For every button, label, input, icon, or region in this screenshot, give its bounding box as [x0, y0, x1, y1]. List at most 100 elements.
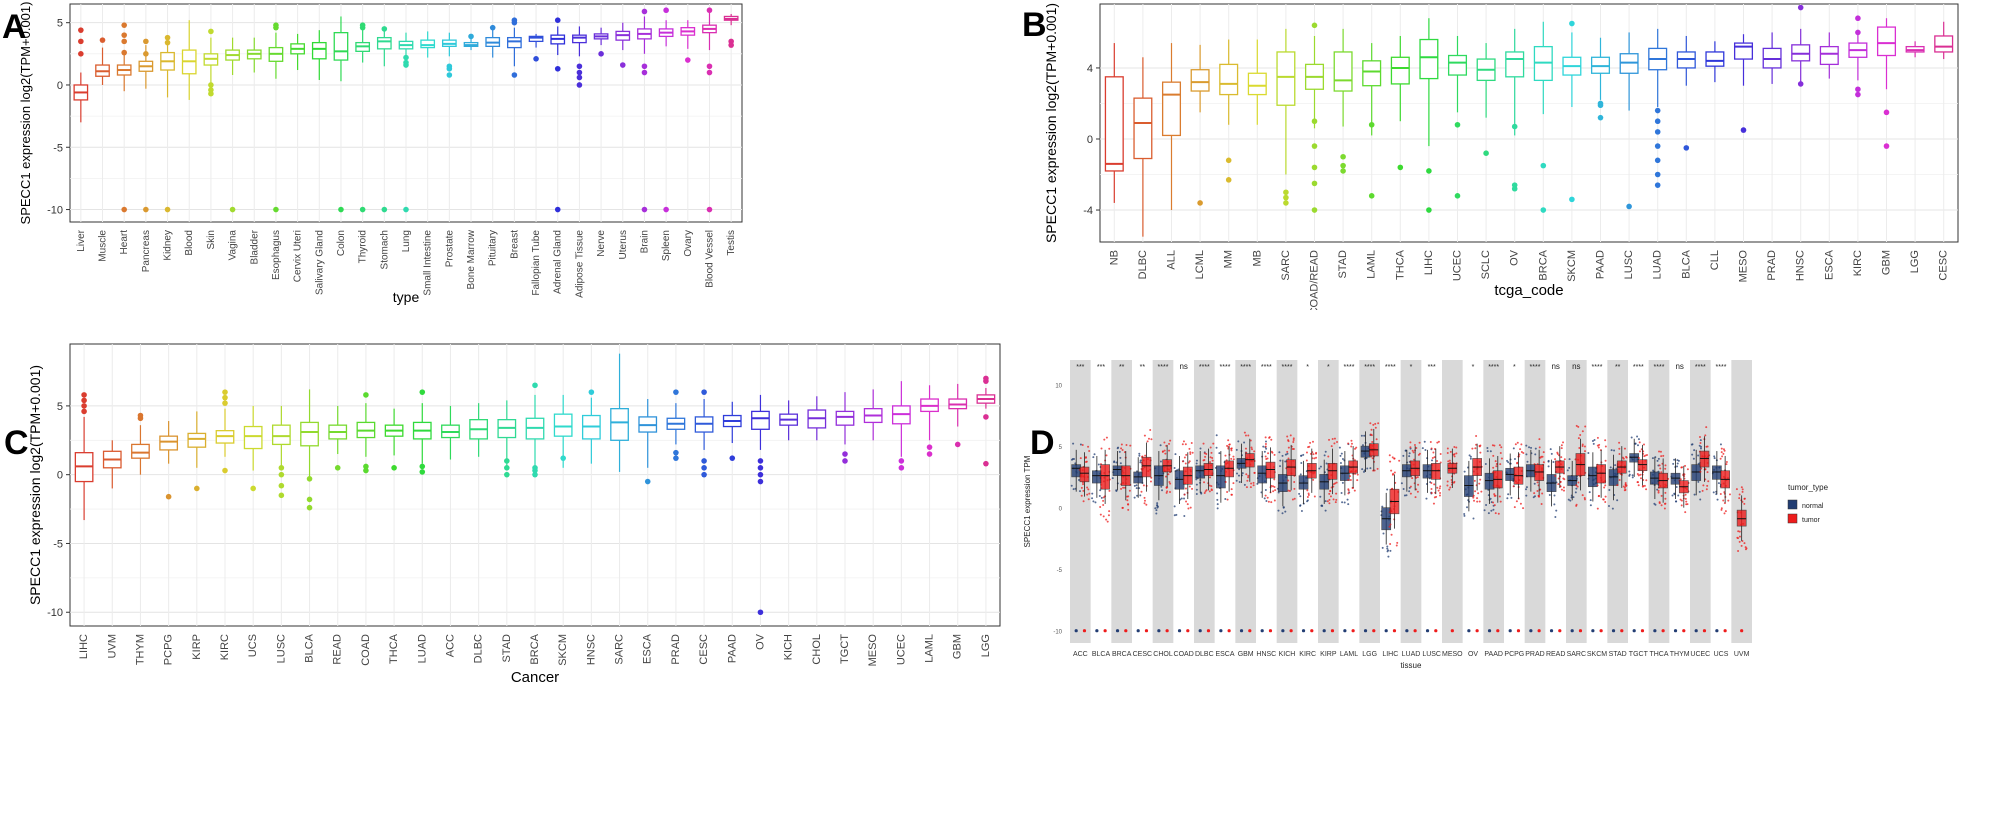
panel-b-xtick-label: UCEC: [1452, 250, 1464, 281]
box-outlier: [1855, 29, 1861, 36]
panel-d-point-tumor: [1307, 492, 1310, 495]
box-outlier: [381, 26, 388, 32]
panel-d-point-tumor: [1375, 438, 1378, 441]
panel-d-point-normal: [1302, 453, 1305, 456]
panel-b-box-brca: [1533, 21, 1553, 213]
panel-d-point-normal: [1300, 462, 1303, 465]
panel-d-point-tumor: [1371, 457, 1374, 460]
box-iqr: [187, 432, 207, 448]
panel-d-point-tumor: [1243, 431, 1246, 434]
panel-a-box-heart: [116, 22, 132, 213]
panel-d-point-tumor: [1604, 459, 1607, 462]
panel-d-box-tumor: [1327, 463, 1338, 480]
panel-d-point-tumor: [1738, 497, 1741, 500]
panel-c-box-thca: [384, 408, 404, 471]
panel-d-point-normal: [1549, 448, 1552, 451]
box-outlier: [532, 471, 538, 478]
box-outlier: [842, 458, 848, 464]
box-outlier: [1511, 185, 1518, 192]
panel-d-point-normal: [1402, 487, 1405, 490]
panel-d-point-tumor: [1252, 484, 1255, 487]
panel-d-floor-point-normal: [1425, 629, 1430, 633]
panel-d-point-normal: [1628, 473, 1631, 476]
panel-d-group-thym: [1670, 458, 1690, 633]
panel-d-xtick-label: UCEC: [1690, 651, 1710, 658]
box-outlier: [706, 69, 713, 76]
panel-c-xtick-label: LGG: [980, 634, 992, 657]
panel-d-xtick-label: THCA: [1649, 651, 1668, 658]
panel-b-xtick-label: THCA: [1394, 249, 1406, 280]
panel-c-xlabel: Cancer: [511, 669, 559, 686]
panel-c-xtick-label: UCS: [247, 634, 259, 657]
panel-d-point-tumor: [1497, 512, 1500, 515]
box-outlier: [926, 451, 933, 457]
panel-d-point-tumor: [1085, 460, 1088, 463]
box-outlier: [381, 206, 388, 213]
box-outlier: [533, 56, 539, 62]
panel-d-point-normal: [1592, 442, 1595, 445]
panel-d-group-brca: [1111, 443, 1132, 633]
panel-d-point-tumor: [1108, 447, 1111, 450]
panel-a-box-uterus: [615, 22, 631, 68]
panel-b-box-meso: [1733, 34, 1754, 133]
panel-d-point-tumor: [1447, 460, 1450, 463]
panel-d-point-tumor: [1575, 504, 1578, 507]
panel-d-point-tumor: [1618, 447, 1621, 450]
panel-d-point-tumor: [1202, 459, 1205, 462]
panel-d-point-normal: [1466, 506, 1469, 509]
panel-d-point-tumor: [1332, 498, 1335, 501]
panel-c-xtick-label: PRAD: [670, 634, 682, 665]
panel-d-floor-point-normal: [1095, 629, 1099, 633]
panel-a-box-muscle: [95, 37, 110, 85]
panel-a-ylabel: SPECC1 expression log2(TPM+0.001): [18, 2, 33, 225]
panel-d-point-tumor: [1327, 455, 1330, 458]
panel-d-point-normal: [1463, 514, 1466, 517]
panel-d-point-tumor: [1314, 452, 1317, 455]
panel-d-point-normal: [1611, 507, 1614, 510]
panel-d-group-cesc: [1133, 428, 1153, 633]
panel-d-group-stad: [1607, 441, 1628, 633]
panel-a-xtick-label: Uterus: [618, 230, 629, 259]
panel-d-point-normal: [1574, 491, 1577, 494]
panel-d-point-tumor: [1081, 443, 1084, 446]
panel-d-point-tumor: [1449, 450, 1452, 453]
panel-d-floor-point-tumor: [1124, 629, 1128, 633]
panel-c-xtick-label: UVM: [106, 634, 118, 658]
panel-d-point-tumor: [1226, 491, 1229, 494]
panel-d-point-normal: [1607, 505, 1610, 508]
panel-d-group-dlbc: [1195, 442, 1215, 633]
box-outlier: [1311, 180, 1318, 187]
box-outlier: [1540, 207, 1547, 213]
panel-c-box-paad: [722, 401, 742, 461]
panel-d-point-normal: [1489, 450, 1492, 453]
panel-d-xtick-label: GBM: [1238, 651, 1254, 658]
panel-d-box-normal: [1360, 445, 1371, 458]
panel-c-xtick-label: OV: [754, 633, 766, 650]
panel-d-point-normal: [1528, 446, 1531, 449]
panel-a-box-prostate: [441, 32, 457, 78]
panel-d-point-normal: [1566, 469, 1569, 472]
box-outlier: [1654, 107, 1661, 114]
panel-d-floor-point-tumor: [1103, 629, 1107, 633]
panel-d-point-tumor: [1291, 498, 1294, 501]
panel-d-point-tumor: [1449, 486, 1452, 489]
panel-d-point-normal: [1615, 467, 1618, 470]
panel-d-point-tumor: [1264, 455, 1267, 458]
panel-d-point-tumor: [1150, 438, 1153, 441]
panel-d-point-normal: [1636, 435, 1639, 438]
panel-c-box-read: [328, 405, 348, 471]
box-iqr: [1876, 26, 1897, 57]
panel-d-point-normal: [1485, 503, 1488, 506]
panel-a-xtick-label: Cervix Uteri: [293, 230, 304, 282]
panel-d-point-normal: [1402, 454, 1405, 457]
panel-d-point-normal: [1340, 452, 1343, 455]
panel-d-group-hnsc: [1256, 436, 1277, 633]
panel-d-point-tumor: [1208, 484, 1211, 487]
panel-d-point-normal: [1361, 444, 1364, 447]
panel-d-point-tumor: [1416, 476, 1419, 479]
panel-d-point-normal: [1279, 459, 1282, 462]
panel-d-point-tumor: [1185, 500, 1188, 503]
panel-d-point-normal: [1091, 497, 1094, 500]
panel-d-point-normal: [1553, 494, 1556, 497]
panel-d-point-normal: [1676, 465, 1679, 468]
